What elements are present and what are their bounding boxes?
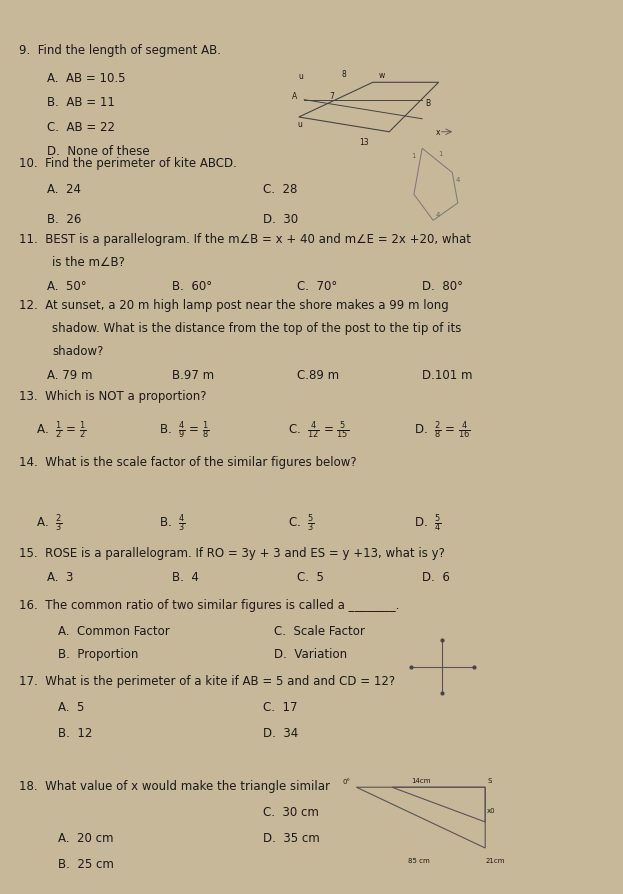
Text: D.  80°: D. 80° [422, 280, 463, 293]
Text: D.  30: D. 30 [263, 213, 298, 225]
Text: B.  25 cm: B. 25 cm [57, 856, 113, 870]
Text: B.  AB = 11: B. AB = 11 [47, 97, 115, 109]
Text: A. 79 m: A. 79 m [47, 368, 92, 382]
Text: D.  34: D. 34 [263, 727, 298, 739]
Text: 10.  Find the perimeter of kite ABCD.: 10. Find the perimeter of kite ABCD. [19, 157, 237, 170]
Text: C.  5: C. 5 [297, 570, 323, 584]
Text: 9.  Find the length of segment AB.: 9. Find the length of segment AB. [19, 44, 221, 57]
Text: D.  Variation: D. Variation [274, 647, 347, 660]
Text: B.  26: B. 26 [47, 213, 81, 225]
Text: B.  60°: B. 60° [171, 280, 212, 293]
Text: 11.  BEST is a parallelogram. If the m∠B = x + 40 and m∠E = 2x +20, what: 11. BEST is a parallelogram. If the m∠B … [19, 233, 471, 246]
Text: 13: 13 [359, 138, 369, 147]
Text: S: S [488, 777, 492, 783]
Text: 1: 1 [439, 151, 443, 157]
Text: A.  24: A. 24 [47, 183, 80, 196]
Text: A.  $\frac{2}{3}$: A. $\frac{2}{3}$ [36, 511, 62, 533]
Text: B.  $\frac{4}{9}$ = $\frac{1}{8}$: B. $\frac{4}{9}$ = $\frac{1}{8}$ [159, 418, 209, 441]
Text: w: w [378, 71, 384, 80]
Text: D.  None of these: D. None of these [47, 145, 150, 157]
Text: D.  6: D. 6 [422, 570, 449, 584]
Text: A.  5: A. 5 [57, 701, 84, 713]
Text: C.  $\frac{5}{3}$: C. $\frac{5}{3}$ [288, 511, 315, 533]
Text: C.  $\frac{4}{12}$ = $\frac{5}{15}$: C. $\frac{4}{12}$ = $\frac{5}{15}$ [288, 418, 349, 441]
Text: A.  50°: A. 50° [47, 280, 86, 293]
Text: 12.  At sunset, a 20 m high lamp post near the shore makes a 99 m long: 12. At sunset, a 20 m high lamp post nea… [19, 299, 449, 312]
Text: 7: 7 [329, 92, 334, 101]
Text: 15.  ROSE is a parallelogram. If RO = 3y + 3 and ES = y +13, what is y?: 15. ROSE is a parallelogram. If RO = 3y … [19, 546, 445, 560]
Text: A.  $\frac{1}{2}$ = $\frac{1}{2}$: A. $\frac{1}{2}$ = $\frac{1}{2}$ [36, 418, 86, 441]
Text: A: A [292, 92, 297, 101]
Text: C.  70°: C. 70° [297, 280, 337, 293]
Text: u: u [298, 120, 303, 129]
Text: 14cm: 14cm [411, 777, 430, 783]
Text: C.  Scale Factor: C. Scale Factor [274, 624, 365, 637]
Text: C.89 m: C.89 m [297, 368, 339, 382]
Text: C.  AB = 22: C. AB = 22 [47, 121, 115, 133]
Text: 0°: 0° [343, 778, 351, 784]
Text: A.  20 cm: A. 20 cm [57, 831, 113, 844]
Text: A.  Common Factor: A. Common Factor [57, 624, 169, 637]
Text: C.  30 cm: C. 30 cm [263, 805, 319, 818]
Text: A.  3: A. 3 [47, 570, 73, 584]
Text: A.  AB = 10.5: A. AB = 10.5 [47, 72, 125, 85]
Text: C.  17: C. 17 [263, 701, 298, 713]
Text: u: u [299, 72, 303, 80]
Text: is the m∠B?: is the m∠B? [52, 256, 125, 269]
Text: 18.  What value of x would make the triangle similar: 18. What value of x would make the trian… [19, 779, 330, 792]
Text: 21cm: 21cm [485, 857, 505, 863]
Text: x: x [436, 128, 440, 137]
Text: B.  Proportion: B. Proportion [57, 647, 138, 660]
Text: x0: x0 [487, 806, 495, 813]
Text: 13.  Which is NOT a proportion?: 13. Which is NOT a proportion? [19, 389, 207, 402]
Text: 1: 1 [411, 153, 416, 159]
Text: 8: 8 [341, 70, 346, 79]
Text: 85 cm: 85 cm [409, 857, 430, 863]
Text: 4: 4 [456, 177, 460, 183]
Text: D.  $\frac{2}{8}$ = $\frac{4}{16}$: D. $\frac{2}{8}$ = $\frac{4}{16}$ [414, 418, 470, 441]
Text: C.  28: C. 28 [263, 183, 298, 196]
Text: B: B [425, 98, 430, 107]
Text: shadow?: shadow? [52, 344, 103, 358]
Text: B.  $\frac{4}{3}$: B. $\frac{4}{3}$ [159, 511, 186, 533]
Text: B.  4: B. 4 [171, 570, 199, 584]
Text: 17.  What is the perimeter of a kite if AB = 5 and and CD = 12?: 17. What is the perimeter of a kite if A… [19, 675, 396, 687]
Text: B.97 m: B.97 m [171, 368, 214, 382]
Text: 16.  The common ratio of two similar figures is called a ________.: 16. The common ratio of two similar figu… [19, 598, 399, 611]
Text: D.  35 cm: D. 35 cm [263, 831, 320, 844]
Text: 14.  What is the scale factor of the similar figures below?: 14. What is the scale factor of the simi… [19, 455, 357, 468]
Text: D.101 m: D.101 m [422, 368, 472, 382]
Text: B.  12: B. 12 [57, 727, 92, 739]
Text: 4: 4 [436, 212, 440, 218]
Text: shadow. What is the distance from the top of the post to the tip of its: shadow. What is the distance from the to… [52, 322, 462, 334]
Text: D.  $\frac{5}{4}$: D. $\frac{5}{4}$ [414, 511, 442, 533]
